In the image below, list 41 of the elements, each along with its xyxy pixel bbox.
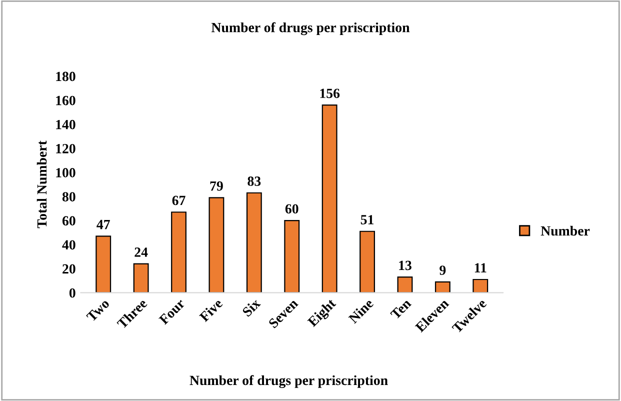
- x-axis-title: Number of drugs per priscription: [190, 375, 388, 388]
- x-tick-label: Five: [198, 298, 224, 322]
- x-tick-label: Nine: [348, 298, 374, 324]
- data-label: 13: [399, 260, 412, 270]
- data-label: 156: [320, 88, 340, 98]
- bar: [171, 212, 186, 293]
- bar: [96, 236, 112, 293]
- x-tick-label: Two: [86, 298, 110, 322]
- data-label: 24: [134, 248, 148, 257]
- y-tick-label: 160: [56, 96, 76, 106]
- bar: [208, 197, 224, 293]
- bar: [246, 192, 262, 293]
- y-axis-title: Total Numbert: [36, 140, 47, 228]
- y-tick-label: 60: [62, 216, 76, 226]
- data-label: 79: [210, 181, 223, 191]
- bar: [472, 278, 488, 293]
- y-tick-label: 180: [56, 72, 76, 82]
- bar: [434, 281, 450, 293]
- data-label: 67: [172, 196, 186, 206]
- chart-title: Number of drugs per priscription: [211, 22, 410, 36]
- data-label: 9: [440, 266, 446, 275]
- data-label: 47: [96, 220, 110, 230]
- data-label: 60: [285, 204, 298, 214]
- y-tick-label: 120: [56, 144, 76, 154]
- y-tick-label: 100: [56, 168, 76, 178]
- bar: [360, 230, 375, 293]
- data-label: 11: [474, 263, 486, 272]
- y-tick-label: 0: [69, 288, 76, 298]
- y-tick-label: 20: [62, 264, 76, 274]
- data-label: 83: [248, 176, 261, 186]
- x-tick-label: Ten: [390, 298, 412, 320]
- y-tick-label: 140: [56, 120, 76, 130]
- bar: [322, 104, 338, 293]
- bar: [397, 276, 413, 293]
- x-tick-label: Six: [242, 298, 262, 318]
- legend-label: Number: [540, 226, 590, 236]
- data-label: 51: [360, 215, 374, 224]
- bar: [284, 220, 300, 293]
- y-tick-label: 40: [62, 240, 76, 250]
- y-tick-label: 80: [62, 192, 76, 202]
- bar: [133, 263, 149, 293]
